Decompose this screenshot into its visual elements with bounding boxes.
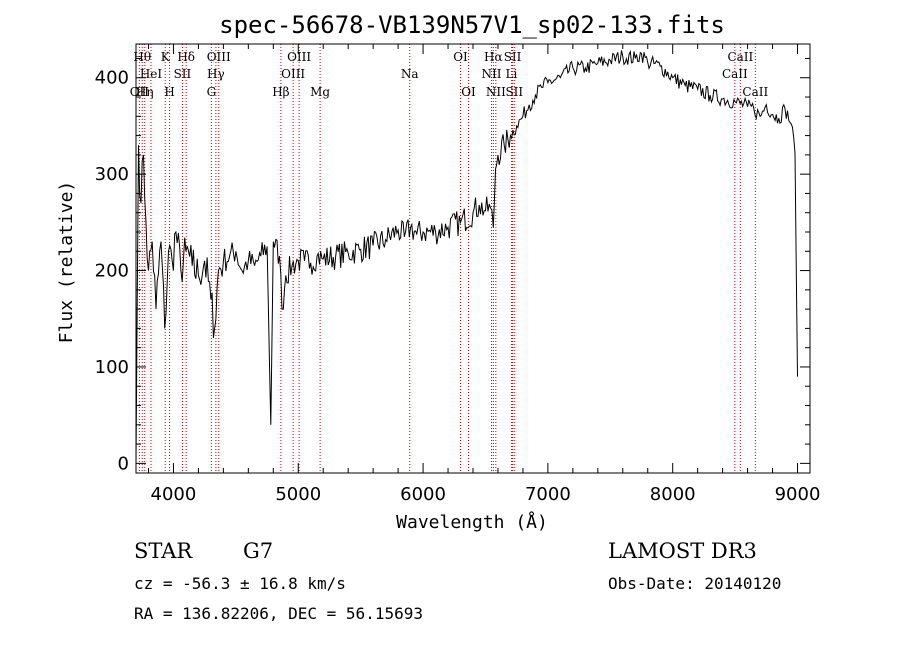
line-label: SII (504, 50, 522, 64)
line-label: OIII (287, 50, 311, 64)
axis-ticks: 4000 5000 6000 7000 8000 9000 0 100 200 300 400 (95, 44, 821, 505)
y-tick-label: 300 (95, 164, 129, 185)
line-label: CaII (722, 67, 748, 81)
line-label: OIII (207, 50, 231, 64)
line-label: SII (505, 85, 523, 99)
line-label: HeI (140, 67, 163, 81)
y-tick-label: 100 (95, 357, 129, 378)
x-axis-label: Wavelength (Å) (396, 511, 548, 533)
redshift-text: cz = -56.3 ± 16.8 km/s (134, 574, 346, 593)
line-label: CaII (727, 50, 753, 64)
spectrum-line (135, 49, 798, 464)
line-label: NII (481, 67, 501, 81)
line-label: Hδ (177, 50, 195, 64)
line-label: G (207, 85, 217, 99)
line-markers (138, 44, 756, 473)
line-label: Hη (136, 85, 154, 99)
object-subclass: G7 (243, 539, 274, 563)
line-label: K (161, 50, 171, 64)
y-tick-label: 0 (118, 453, 129, 474)
line-label: Hβ (272, 85, 289, 99)
line-label: OI (453, 50, 468, 64)
obs-date: Obs-Date: 20140120 (608, 574, 782, 593)
line-label: Hθ (133, 50, 151, 64)
x-tick-label: 4000 (151, 484, 197, 505)
line-label: H (164, 85, 174, 99)
line-label: Hα (484, 50, 503, 64)
y-tick-label: 200 (95, 261, 129, 282)
survey-label: LAMOST DR3 (608, 539, 757, 563)
y-tick-label: 400 (95, 68, 129, 89)
line-label: Hγ (207, 67, 225, 81)
x-tick-label: 9000 (775, 484, 821, 505)
object-class: STAR (134, 539, 193, 563)
x-tick-label: 6000 (400, 484, 446, 505)
line-label: Na (401, 67, 419, 81)
line-labels: OIIHθHηHeIKHSIIHδGHγOIIIHβOIIIOIIIMgNaOI… (130, 50, 769, 99)
x-tick-label: 7000 (525, 484, 571, 505)
line-label: NII (486, 85, 506, 99)
line-label: OIII (281, 67, 305, 81)
chart-title: spec-56678-VB139N57V1_sp02-133.fits (219, 11, 725, 39)
y-axis-label: Flux (relative) (56, 181, 77, 344)
coordinates-text: RA = 136.82206, DEC = 56.15693 (134, 604, 423, 623)
line-label: OII (130, 85, 150, 99)
line-label: Mg (310, 85, 330, 99)
line-label: Li (506, 67, 518, 81)
x-tick-label: 8000 (650, 484, 696, 505)
line-label: CaII (742, 85, 768, 99)
line-label: OI (461, 85, 476, 99)
x-tick-label: 5000 (275, 484, 321, 505)
line-label: SII (174, 67, 192, 81)
